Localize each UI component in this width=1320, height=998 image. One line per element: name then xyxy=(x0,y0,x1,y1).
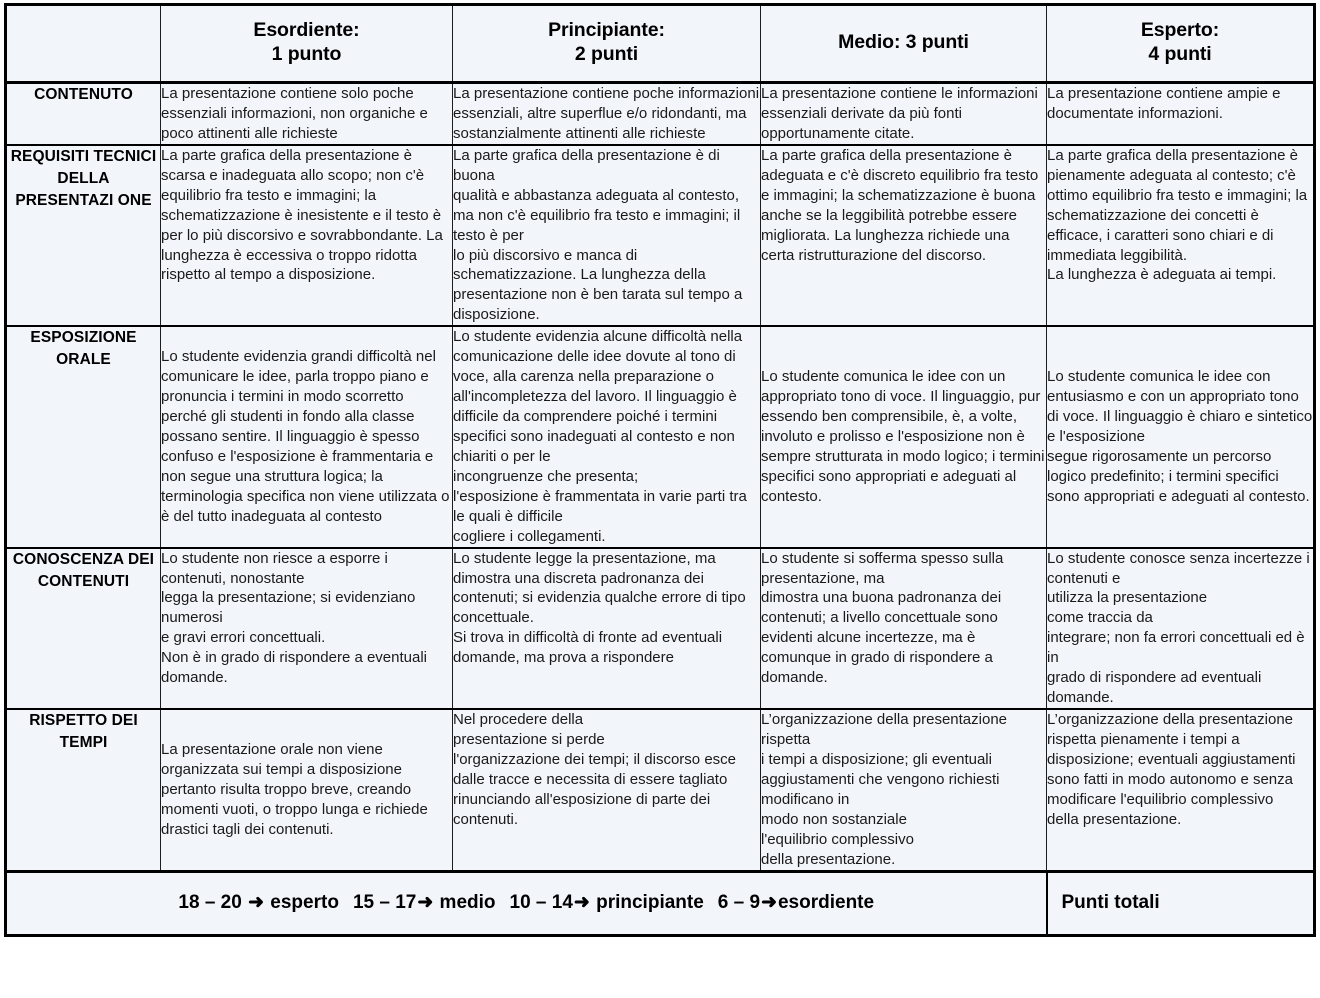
table-row: RISPETTO DEI TEMPI La presentazione oral… xyxy=(5,708,1315,873)
cell-tempi-principiante: Nel procedere della presentazione si perd… xyxy=(452,708,761,873)
cell-contenuto-esperto: La presentazione contiene ampie e docume… xyxy=(1046,81,1315,146)
scale-level-medio: medio xyxy=(439,892,496,914)
scale-level-principiante: principiante xyxy=(596,892,704,914)
header-level-esordiente-line1: Esordiente: xyxy=(253,19,360,42)
cell-contenuto-esordiente: La presentazione contiene solo poche ess… xyxy=(160,81,453,146)
scale-level-esordiente: esordiente xyxy=(777,892,875,914)
score-scale-row: 18 – 20 ➜ esperto 15 – 17➜ medio 10 – 14➜ … xyxy=(5,869,1315,936)
criterion-label-conoscenza-contenuti: CONOSCENZA DEI CONTENUTI xyxy=(5,546,161,711)
cell-esposizione-medio: Lo studente comunica le idee con un appr… xyxy=(760,325,1047,549)
cell-esposizione-esordiente: Lo studente evidenzia grandi difficoltà … xyxy=(160,325,453,549)
header-level-principiante: Principiante: 2 punti xyxy=(452,4,761,84)
criterion-label-esposizione-orale: ESPOSIZIONE ORALE xyxy=(5,325,161,549)
scale-item-principiante: 10 – 14➜ principiante xyxy=(510,891,704,914)
header-level-medio: Medio: 3 punti xyxy=(760,4,1047,84)
scale-item-medio: 15 – 17➜ medio xyxy=(353,891,496,914)
cell-contenuto-principiante: La presentazione contiene poche informaz… xyxy=(452,81,761,146)
criterion-label-contenuto: CONTENUTO xyxy=(5,81,161,146)
header-level-medio-line1: Medio: 3 punti xyxy=(838,31,969,54)
cell-requisiti-esperto: La parte grafica della presentazione è p… xyxy=(1046,143,1315,328)
rubric-page: Esordiente: 1 punto Principiante: 2 punt… xyxy=(0,3,1320,998)
table-row: CONOSCENZA DEI CONTENUTI Lo studente non… xyxy=(5,546,1315,711)
cell-tempi-esperto: L’organizzazione della presentazione ris… xyxy=(1046,708,1315,873)
arrow-right-icon: ➜ xyxy=(761,892,777,914)
cell-conoscenza-principiante: Lo studente legge la presentazione, ma d… xyxy=(452,546,761,711)
scale-range-principiante: 10 – 14 xyxy=(509,892,573,914)
table-row: CONTENUTO La presentazione contiene solo… xyxy=(5,81,1315,146)
scale-range-esperto: 18 – 20 xyxy=(178,892,242,914)
header-level-esperto-line2: 4 punti xyxy=(1148,43,1212,65)
scale-item-esordiente: 6 – 9➜esordiente xyxy=(718,891,874,914)
cell-contenuto-medio: La presentazione contiene le informazion… xyxy=(760,81,1047,146)
evaluation-rubric-table: Esordiente: 1 punto Principiante: 2 punt… xyxy=(4,3,1316,937)
header-level-esordiente: Esordiente: 1 punto xyxy=(160,4,453,84)
scale-level-esperto: esperto xyxy=(270,892,339,914)
header-level-esperto-line1: Esperto: xyxy=(1140,19,1220,42)
cell-tempi-esordiente: La presentazione orale non viene organiz… xyxy=(160,708,453,873)
header-level-principiante-line1: Principiante: xyxy=(548,19,665,42)
header-corner-cell xyxy=(5,4,161,84)
arrow-right-icon: ➜ xyxy=(573,892,590,914)
cell-requisiti-principiante: La parte grafica della presentazione è d… xyxy=(452,143,761,328)
arrow-right-icon: ➜ xyxy=(417,892,434,914)
table-header-row: Esordiente: 1 punto Principiante: 2 punt… xyxy=(5,4,1315,84)
cell-esposizione-principiante: Lo studente evidenzia alcune difficoltà … xyxy=(452,325,761,549)
criterion-label-requisiti-tecnici: REQUISITI TECNICI DELLA PRESENTAZI ONE xyxy=(5,143,161,328)
total-points-label: Punti totali xyxy=(1045,869,1315,936)
cell-requisiti-esordiente: La parte grafica della presentazione è s… xyxy=(160,143,453,328)
header-level-esordiente-line2: 1 punto xyxy=(271,43,342,65)
cell-conoscenza-medio: Lo studente si sofferma spesso sulla pre… xyxy=(760,546,1047,711)
cell-tempi-medio: L’organizzazione della presentazione ris… xyxy=(760,708,1047,873)
cell-esposizione-esperto: Lo studente comunica le idee con entusia… xyxy=(1046,325,1315,549)
score-scale-legend: 18 – 20 ➜ esperto 15 – 17➜ medio 10 – 14➜ … xyxy=(5,869,1047,936)
scale-range-medio: 15 – 17 xyxy=(352,892,417,914)
scale-item-esperto: 18 – 20 ➜ esperto xyxy=(178,891,339,914)
criterion-label-rispetto-tempi: RISPETTO DEI TEMPI xyxy=(5,708,161,873)
cell-conoscenza-esordiente: Lo studente non riesce a esporre i conte… xyxy=(160,546,453,711)
cell-requisiti-medio: La parte grafica della presentazione è a… xyxy=(760,143,1047,328)
header-level-principiante-line2: 2 punti xyxy=(574,43,639,65)
arrow-right-icon: ➜ xyxy=(248,892,265,914)
table-row: REQUISITI TECNICI DELLA PRESENTAZI ONE L… xyxy=(5,143,1315,328)
scale-range-esordiente: 6 – 9 xyxy=(717,892,761,914)
cell-conoscenza-esperto: Lo studente conosce senza incertezze i c… xyxy=(1046,546,1315,711)
header-level-esperto: Esperto: 4 punti xyxy=(1046,4,1315,84)
table-row: ESPOSIZIONE ORALE Lo studente evidenzia … xyxy=(5,325,1315,549)
